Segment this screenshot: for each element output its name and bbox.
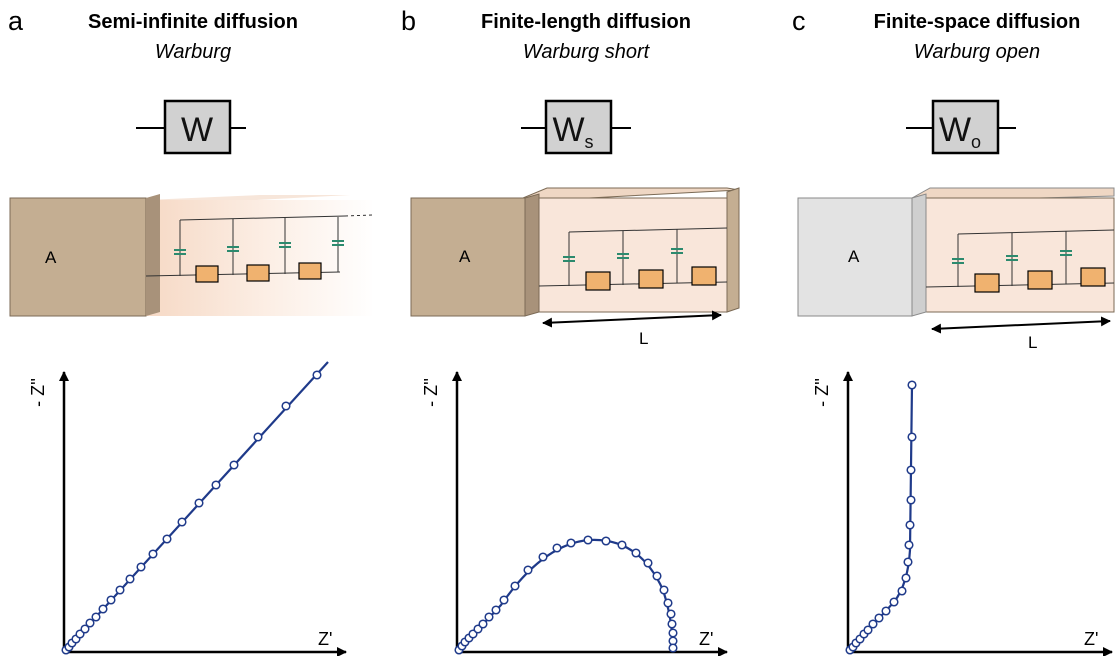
nyquist-plot: - Z'' Z' xyxy=(421,371,728,656)
panel-title: Semi-infinite diffusion xyxy=(88,11,298,33)
diffusion-block-3d: A xyxy=(410,187,740,317)
plot-ylabel: - Z'' xyxy=(812,378,832,407)
svg-text:Ws: Ws xyxy=(552,111,593,152)
element-subscript: s xyxy=(585,132,594,152)
panel-b: b Finite-length diffusion Warburg short … xyxy=(393,0,765,656)
electrode-label: A xyxy=(45,248,57,267)
nyquist-plot: - Z'' Z' xyxy=(812,371,1113,656)
panel-title: Finite-length diffusion xyxy=(481,11,691,33)
data-markers xyxy=(454,535,678,655)
panel-letter: a xyxy=(8,6,24,36)
data-markers xyxy=(61,370,322,655)
length-label: L xyxy=(639,329,648,348)
plot-ylabel: - Z'' xyxy=(28,378,48,407)
panel-subtitle: Warburg xyxy=(154,41,232,63)
panel-subtitle: Warburg open xyxy=(913,41,1041,63)
electrode-label: A xyxy=(848,247,860,266)
panel-a-art: W A xyxy=(9,99,372,656)
element-symbol: W xyxy=(939,111,971,149)
nyquist-plot: - Z'' Z' xyxy=(28,361,347,656)
plot-ylabel: - Z'' xyxy=(421,378,441,407)
plot-xlabel: Z' xyxy=(699,629,713,649)
data-markers xyxy=(845,380,917,655)
warburg-element-symbol: W xyxy=(136,99,246,155)
electrode-label: A xyxy=(459,247,471,266)
panel-b-art: Ws A L xyxy=(410,99,740,656)
panel-c-art: Wo A L xyxy=(797,99,1115,656)
transmission-line-circuit xyxy=(145,214,372,283)
diffusion-block-3d: A xyxy=(797,187,1115,317)
length-label: L xyxy=(1028,333,1037,352)
element-symbol: W xyxy=(181,111,213,149)
element-symbol: W xyxy=(552,111,584,149)
svg-text:Wo: Wo xyxy=(939,111,981,152)
length-dimension: L xyxy=(542,310,722,348)
plot-xlabel: Z' xyxy=(318,629,332,649)
panel-letter: b xyxy=(401,6,417,36)
warburg-element-symbol: Wo xyxy=(906,99,1016,155)
panel-a: a Semi-infinite diffusion Warburg W xyxy=(0,0,372,656)
panel-title: Finite-space diffusion xyxy=(873,11,1081,33)
transmission-line-circuit xyxy=(925,229,1115,293)
panel-subtitle: Warburg short xyxy=(522,41,650,63)
diffusion-block-3d: A xyxy=(9,194,372,317)
element-subscript: o xyxy=(971,132,981,152)
svg-text:W: W xyxy=(181,111,213,149)
panel-c: c Finite-space diffusion Warburg open Wo… xyxy=(784,0,1116,656)
plot-xlabel: Z' xyxy=(1084,629,1098,649)
panel-letter: c xyxy=(792,6,806,36)
transmission-line-circuit xyxy=(538,227,728,291)
length-dimension: L xyxy=(931,316,1111,352)
warburg-element-symbol: Ws xyxy=(521,99,631,155)
